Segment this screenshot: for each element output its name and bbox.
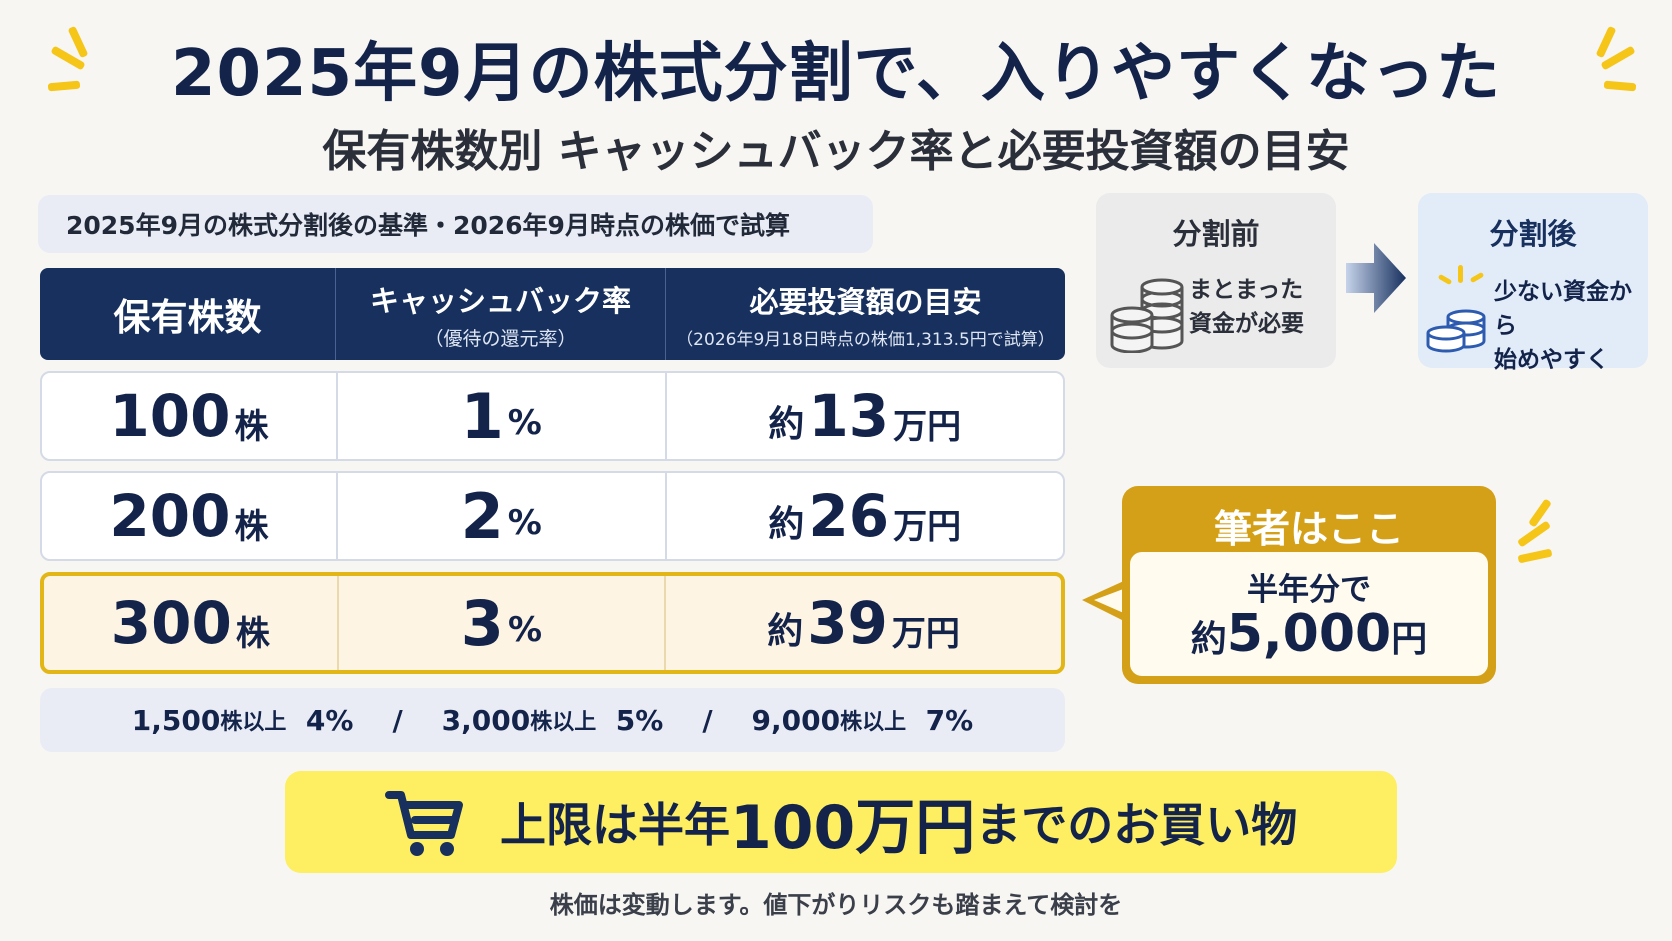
callout-line1: 半年分で bbox=[1247, 572, 1371, 608]
coin-stack-icon bbox=[1426, 309, 1486, 353]
limit-banner: 上限は半年 100万円 までのお買い物 bbox=[285, 771, 1397, 873]
shopping-cart-icon bbox=[385, 791, 463, 856]
author-callout: 筆者はここ 半年分で 約5,000円 bbox=[1122, 486, 1496, 684]
before-line1: まとまった bbox=[1189, 277, 1304, 303]
row-amount: 13 bbox=[808, 382, 890, 450]
banner-text: 上限は半年 100万円 までのお買い物 bbox=[500, 771, 1297, 873]
row-rate-unit: % bbox=[507, 610, 543, 650]
callout-title: 筆者はここ bbox=[1213, 507, 1404, 551]
row-shares-unit: 株 bbox=[235, 613, 270, 654]
row-rate: 1 bbox=[460, 379, 504, 453]
row-amount: 26 bbox=[808, 482, 890, 550]
table-row: 100 株 1% 約 13 万円 bbox=[40, 371, 1065, 461]
banner-post: までのお買い物 bbox=[975, 798, 1298, 852]
tier-unit: 株以上 bbox=[840, 710, 907, 735]
table-row-highlighted: 300 株 3% 約 39 万円 bbox=[40, 572, 1065, 674]
arrow-right-icon bbox=[1346, 243, 1406, 313]
table-row: 200 株 2% 約 26 万円 bbox=[40, 471, 1065, 561]
header-shares-label: 保有株数 bbox=[113, 296, 262, 339]
tier-rate: 4% bbox=[305, 703, 354, 737]
sparkle-icon bbox=[1432, 263, 1492, 293]
tier-rate: 5% bbox=[615, 703, 664, 737]
coin-stack-icon bbox=[1110, 278, 1184, 353]
higher-tiers: 1,500 株以上 4% / 3,000 株以上 5% / 9,000 株以上 7% bbox=[40, 688, 1065, 752]
table-header: 保有株数 キャッシュバック率 （優待の還元率） 必要投資額の目安 （2026年9… bbox=[40, 268, 1065, 360]
row-amount-unit: 万円 bbox=[891, 613, 960, 654]
after-split-box: 分割後 少ない資金から 始めやすく bbox=[1418, 193, 1648, 373]
row-amount-prefix: 約 bbox=[767, 611, 804, 652]
banner-pre: 上限は半年 bbox=[500, 798, 730, 852]
tier-separator: / bbox=[392, 703, 403, 737]
footnote: 株価は変動します。値下がりリスクも踏まえて検討を bbox=[549, 891, 1123, 919]
after-title: 分割後 bbox=[1489, 217, 1577, 251]
row-rate-unit: % bbox=[507, 503, 542, 543]
header-amount-sub: （2026年9月18日時点の株価1,313.5円で試算） bbox=[676, 329, 1055, 350]
before-title: 分割前 bbox=[1172, 217, 1260, 251]
banner-amount: 100万円 bbox=[730, 792, 976, 863]
page-subtitle: 保有株数別 キャッシュバック率と必要投資額の目安 bbox=[322, 126, 1350, 177]
tier-unit: 株以上 bbox=[220, 710, 287, 735]
row-shares-unit: 株 bbox=[234, 406, 269, 447]
callout-body: 半年分で 約5,000円 bbox=[1130, 552, 1488, 676]
after-line2: 始めやすく bbox=[1494, 347, 1609, 373]
tier-separator: / bbox=[702, 703, 713, 737]
row-rate: 2 bbox=[460, 479, 504, 553]
tier-shares: 1,500 bbox=[131, 703, 221, 737]
callout-amount-line: 約5,000円 bbox=[1130, 604, 1488, 664]
callout-amount: 5,000 bbox=[1226, 604, 1392, 664]
row-shares: 300 bbox=[110, 589, 232, 657]
row-shares-unit: 株 bbox=[234, 506, 269, 547]
header-amount-label: 必要投資額の目安 bbox=[749, 284, 982, 319]
before-line2: 資金が必要 bbox=[1189, 311, 1304, 337]
callout-pointer bbox=[1082, 580, 1126, 622]
row-amount-unit: 万円 bbox=[893, 506, 962, 547]
header-rate-label: キャッシュバック率 bbox=[369, 283, 631, 318]
tier-unit: 株以上 bbox=[530, 710, 597, 735]
page-title: 2025年9月の株式分割で、入りやすくなった bbox=[170, 37, 1502, 111]
row-shares: 100 bbox=[109, 382, 231, 450]
row-shares: 200 bbox=[109, 482, 231, 550]
row-amount-prefix: 約 bbox=[768, 504, 805, 545]
header-rate: キャッシュバック率 （優待の還元率） bbox=[335, 268, 665, 360]
row-amount-prefix: 約 bbox=[768, 404, 805, 445]
callout-prefix: 約 bbox=[1190, 619, 1227, 660]
callout-burst-icon bbox=[1508, 494, 1578, 564]
header-rate-sub: （優待の還元率） bbox=[424, 327, 577, 350]
tier-shares: 3,000 bbox=[441, 703, 531, 737]
after-line1: 少ない資金から bbox=[1494, 279, 1632, 339]
row-amount-unit: 万円 bbox=[893, 406, 962, 447]
before-split-box: 分割前 まとまった 資金が必要 bbox=[1096, 193, 1336, 368]
tier-shares: 9,000 bbox=[751, 703, 841, 737]
row-rate: 3 bbox=[460, 586, 504, 660]
callout-unit: 円 bbox=[1391, 619, 1428, 660]
row-rate-unit: % bbox=[507, 403, 542, 443]
calculation-note: 2025年9月の株式分割後の基準・2026年9月時点の株価で試算 bbox=[38, 195, 873, 253]
tier-rate: 7% bbox=[925, 703, 974, 737]
header-amount: 必要投資額の目安 （2026年9月18日時点の株価1,313.5円で試算） bbox=[665, 268, 1065, 360]
row-amount: 39 bbox=[807, 589, 888, 657]
header-shares: 保有株数 bbox=[40, 268, 335, 360]
